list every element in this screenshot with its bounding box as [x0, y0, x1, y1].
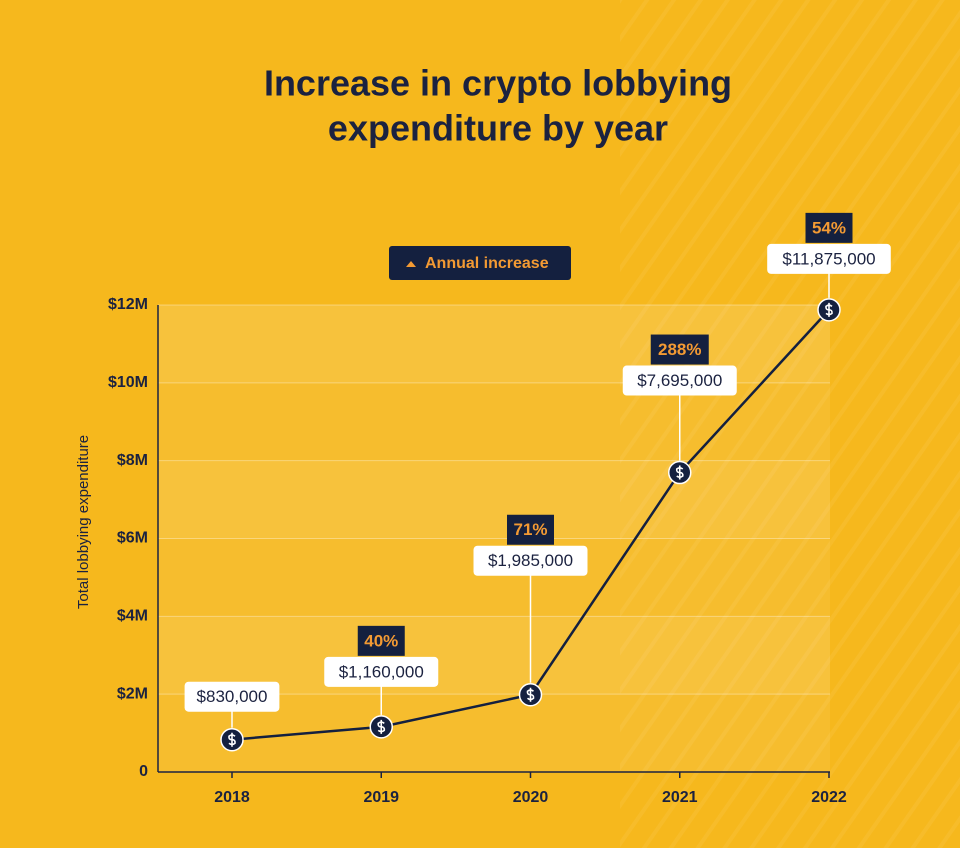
x-tick-label: 2019 [363, 789, 399, 806]
value-label-box [473, 545, 588, 576]
legend-label: Annual increase [425, 255, 549, 272]
legend: Annual increase [389, 246, 571, 280]
background-stripes [620, 0, 960, 848]
chart-title: Increase in crypto lobbying [264, 63, 732, 104]
value-label: $7,695,000 [637, 371, 722, 390]
point-icon [526, 687, 535, 702]
point-icon [228, 732, 236, 747]
value-label: $1,985,000 [488, 551, 573, 570]
increase-label-box [650, 334, 709, 365]
point-icon [377, 719, 386, 734]
y-tick-label: $12M [108, 296, 148, 313]
increase-label-box [805, 212, 853, 243]
increase-label-box [507, 514, 554, 545]
y-tick-label: $2M [117, 685, 148, 702]
y-tick-label: $4M [117, 608, 148, 625]
increase-label-box [357, 625, 405, 656]
increase-label: 288% [658, 340, 701, 359]
increase-label: 54% [812, 218, 846, 237]
x-tick-label: 2021 [662, 789, 698, 806]
plot-band [158, 460, 830, 539]
value-label: $11,875,000 [782, 249, 875, 268]
plot: 0 $2M $4M $6M $8M $10M $12M 2018 $830,000 2019 $1,… [108, 212, 891, 806]
value-label: $830,000 [197, 687, 268, 706]
y-tick-label: $6M [117, 530, 148, 547]
value-label-box [184, 681, 280, 712]
y-tick-label: $8M [117, 452, 148, 469]
y-tick-label: $10M [108, 374, 148, 391]
legend-icon [406, 261, 416, 267]
y-axis-label: Total lobbying expenditure [75, 435, 92, 609]
value-label: $1,160,000 [339, 662, 424, 681]
point-icon [825, 302, 833, 317]
plot-band [158, 382, 830, 461]
legend-box [389, 246, 571, 280]
value-label-box [324, 656, 439, 687]
x-tick-label: 2022 [811, 789, 847, 806]
chart-subtitle: expenditure by year [328, 108, 668, 149]
plot-band [158, 616, 830, 695]
value-label-box [622, 365, 737, 396]
increase-label: 71% [513, 520, 547, 539]
x-tick-label: 2018 [214, 789, 250, 806]
y-tick-label: 0 [139, 763, 148, 780]
value-label-box [767, 243, 891, 274]
x-tick-label: 2020 [513, 789, 549, 806]
point-icon [675, 465, 684, 480]
increase-label: 40% [364, 631, 398, 650]
